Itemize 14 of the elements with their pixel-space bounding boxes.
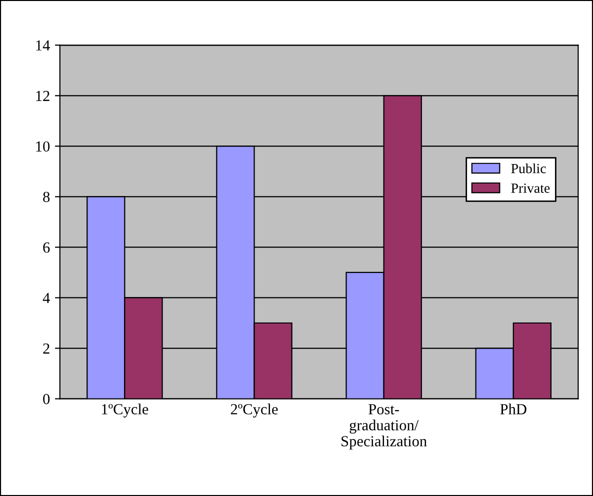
- y-tick-label: 14: [36, 40, 50, 50]
- y-tick-label: 0: [43, 394, 50, 404]
- y-tick-label: 6: [43, 242, 50, 253]
- x-tick-label: Post- graduation/ Specialization: [342, 404, 427, 450]
- y-tick-label: 2: [43, 343, 50, 354]
- y-tick-label: 8: [43, 192, 50, 202]
- x-tick-label: PhD: [500, 404, 526, 414]
- y-tick-label: 12: [36, 90, 50, 101]
- legend-label: Private: [511, 184, 550, 193]
- legend-label: Public: [511, 163, 546, 174]
- y-tick-label: 10: [36, 141, 50, 152]
- x-tick-label: 1ºCycle: [102, 404, 148, 418]
- x-tick-label: 2ºCycle: [230, 404, 278, 418]
- y-tick-label: 4: [42, 292, 50, 304]
